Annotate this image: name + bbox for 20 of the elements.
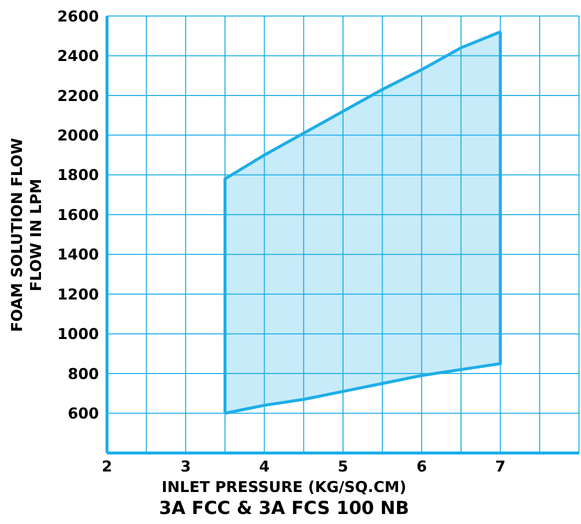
y-tick-label: 600 bbox=[68, 404, 99, 423]
text: 3A FCC & 3A FCS 100 NB bbox=[158, 498, 410, 519]
y-tick-label: 2200 bbox=[57, 86, 99, 105]
y-tick-label: 2600 bbox=[57, 7, 99, 26]
y-tick-label: 2000 bbox=[57, 126, 99, 145]
x-tick-label: 2 bbox=[102, 458, 112, 476]
y-tick-label: 1400 bbox=[57, 246, 99, 264]
y-tick-label: 800 bbox=[68, 364, 99, 383]
y-tick-label: 2400 bbox=[57, 47, 99, 66]
x-tick-label: 3 bbox=[180, 458, 191, 476]
y-axis-title: FOAM SOLUTION FLOW FLOW IN LPM bbox=[8, 137, 46, 332]
x-tick-label: 5 bbox=[338, 458, 348, 476]
y-tick-label: 1000 bbox=[57, 325, 99, 344]
x-tick-label: 6 bbox=[416, 458, 427, 476]
y-tick-label: 1600 bbox=[57, 206, 99, 224]
x-tick-label: 4 bbox=[259, 458, 270, 476]
x-tick-label: 7 bbox=[495, 458, 506, 476]
y-tick-label: 1800 bbox=[57, 166, 99, 184]
x-axis-title: INLET PRESSURE (KG/SQ.CM) bbox=[160, 478, 408, 496]
y-tick-label: 1200 bbox=[57, 285, 99, 304]
